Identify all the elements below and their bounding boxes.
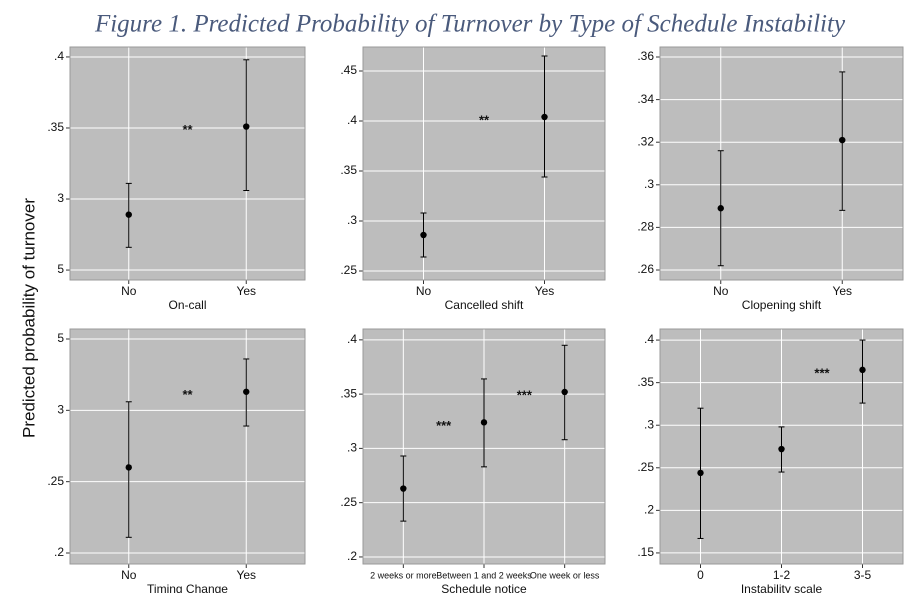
point (243, 388, 250, 395)
y-tick-label: .2 (347, 549, 357, 563)
x-tick-label: Yes (535, 284, 555, 298)
x-tick-label: 0 (697, 568, 704, 582)
y-tick-label: .35 (47, 120, 64, 134)
x-tick-label: No (416, 284, 432, 298)
y-axis-label: Predicted probability of turnover (19, 198, 38, 438)
x-tick-label: Yes (236, 284, 256, 298)
figure-title: Figure 1. Predicted Probability of Turno… (94, 11, 846, 38)
y-tick-label: .25 (340, 263, 357, 277)
y-tick-label: 5 (57, 331, 64, 345)
y-tick-label: .36 (637, 49, 654, 63)
point (420, 231, 427, 239)
significance-label: ** (182, 122, 193, 137)
y-tick-label: .34 (637, 92, 654, 106)
x-tick-label: 3-5 (854, 568, 872, 582)
plot-frame (362, 46, 606, 281)
point (561, 388, 568, 396)
y-tick-label: .3 (644, 177, 654, 191)
x-axis-label: On-call (168, 298, 206, 312)
plot-frame (659, 328, 904, 565)
plot-frame (69, 46, 306, 281)
plot-area (363, 47, 605, 280)
x-axis-label: Schedule notice (441, 582, 527, 593)
y-tick-label: .4 (347, 332, 357, 346)
y-tick-label: 5 (57, 262, 64, 276)
x-axis-label: Cancelled shift (445, 298, 524, 312)
y-tick-label: 3 (57, 191, 64, 205)
x-tick-label: 2 weeks or more (370, 570, 437, 580)
y-tick-label: .28 (637, 220, 654, 234)
y-tick-label: .3 (644, 417, 654, 431)
significance-label: *** (436, 418, 452, 433)
x-tick-label: Between 1 and 2 weeks (436, 570, 532, 580)
x-tick-label: One week or less (530, 570, 600, 580)
significance-label: ** (182, 387, 193, 402)
plot-area (70, 329, 305, 564)
y-tick-label: .3 (347, 441, 357, 455)
x-tick-label: No (121, 284, 137, 298)
point (480, 419, 488, 426)
y-tick-label: .4 (347, 113, 357, 127)
plot-frame (69, 328, 306, 565)
x-tick-label: No (713, 284, 729, 298)
y-tick-label: .4 (54, 49, 64, 63)
y-tick-label: .25 (340, 495, 357, 509)
point (697, 469, 704, 477)
y-tick-label: .26 (637, 262, 654, 276)
point (125, 464, 132, 471)
significance-label: *** (517, 387, 533, 402)
plot-area (70, 47, 305, 280)
plot-frame (362, 328, 606, 565)
y-tick-label: .2 (54, 545, 64, 559)
point (859, 366, 866, 374)
x-tick-label: Yes (236, 568, 256, 582)
plot-frame (659, 46, 904, 281)
y-tick-label: .35 (340, 163, 357, 177)
point (839, 136, 846, 144)
x-axis-label: Clopening shift (742, 298, 822, 312)
x-tick-label: 1-2 (773, 568, 791, 582)
point (541, 113, 548, 121)
y-tick-label: .3 (347, 213, 357, 227)
plot-area (660, 47, 903, 280)
y-tick-label: .15 (637, 545, 654, 559)
y-tick-label: .4 (644, 332, 654, 346)
x-tick-label: Yes (832, 284, 852, 298)
y-tick-label: .25 (637, 460, 654, 474)
y-tick-label: .45 (340, 63, 357, 77)
point (717, 205, 724, 212)
y-tick-label: .2 (644, 503, 654, 517)
y-tick-label: .25 (47, 474, 64, 488)
point (778, 445, 785, 453)
x-tick-label: No (121, 568, 137, 582)
y-tick-label: .35 (637, 375, 654, 389)
point (400, 485, 407, 492)
x-axis-label: Timing Change (147, 582, 228, 593)
y-tick-label: 3 (57, 403, 64, 417)
x-axis-label: Instability scale (741, 582, 823, 593)
significance-label: ** (479, 112, 490, 127)
point (243, 123, 250, 130)
y-tick-label: .32 (637, 134, 654, 148)
significance-label: *** (814, 365, 830, 380)
y-tick-label: .35 (340, 386, 357, 400)
point (125, 211, 132, 218)
